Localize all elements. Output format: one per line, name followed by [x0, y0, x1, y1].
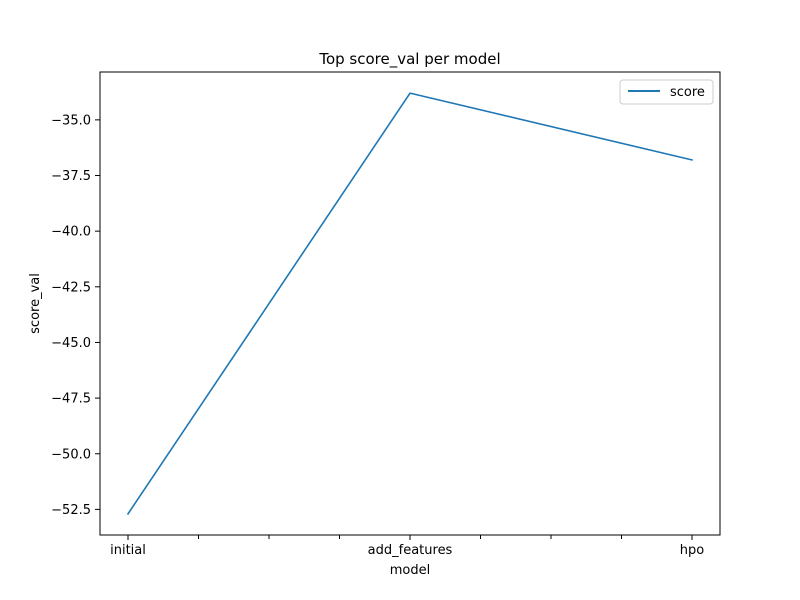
- x-tick-label-add_features: add_features: [368, 543, 453, 558]
- plot-background: [100, 72, 720, 535]
- chart-title: Top score_val per model: [318, 50, 500, 69]
- y-tick-label: −37.5: [51, 169, 91, 184]
- legend: score: [619, 79, 714, 105]
- y-tick-label: −47.5: [51, 392, 91, 407]
- legend-label-score: score: [670, 85, 705, 100]
- marks-layer: [126, 92, 693, 515]
- plot-frame: [99, 71, 721, 536]
- y-tick-label: −52.5: [51, 503, 91, 518]
- y-axis-ticks: −52.5 −50.0 −47.5 −45.0 −42.5 −40.0 −37.5 −35.0: [51, 113, 100, 518]
- x-axis-label: model: [390, 563, 430, 578]
- series-line-score: [126, 92, 693, 515]
- legend-box: [619, 79, 714, 105]
- x-tick-label-initial: initial: [110, 543, 146, 558]
- plot-area: [100, 72, 720, 535]
- y-tick-label: −35.0: [51, 113, 91, 128]
- y-tick-label: −50.0: [51, 447, 91, 462]
- y-tick-label: −42.5: [51, 280, 91, 295]
- x-axis-ticks: initial add_features hpo: [110, 535, 704, 558]
- y-tick-label: −40.0: [51, 225, 91, 240]
- y-axis-label: score_val: [28, 273, 43, 334]
- x-tick-label-hpo: hpo: [680, 543, 704, 558]
- y-tick-label: −45.0: [51, 336, 91, 351]
